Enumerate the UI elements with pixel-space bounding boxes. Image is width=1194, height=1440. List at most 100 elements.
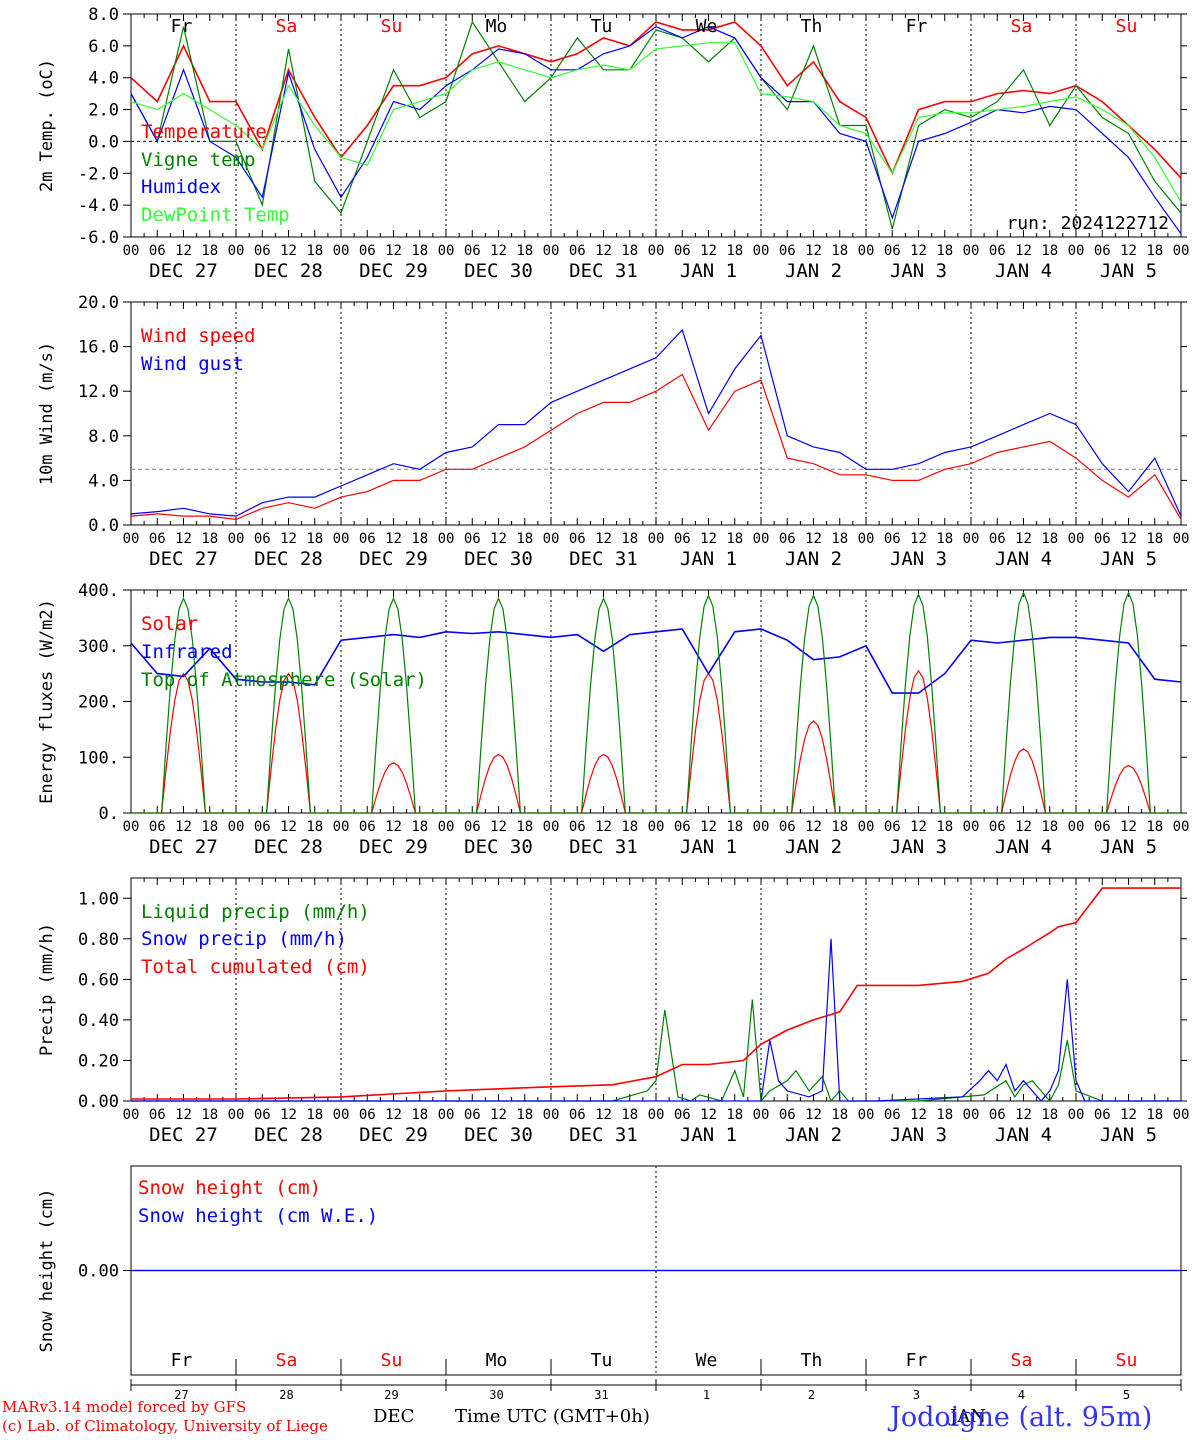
hour-label: 12 (385, 243, 402, 259)
series-line-dewpoint-temp (130, 42, 1182, 203)
hour-label: 18 (411, 819, 428, 835)
date-label: JAN 3 (890, 260, 947, 282)
hour-label: 06 (149, 243, 166, 259)
y-tick-label: -2.0 (78, 164, 119, 184)
hour-label: 00 (123, 531, 140, 547)
time-axis-label: Time UTC (GMT+0h) (455, 1406, 650, 1427)
hour-label: 00 (438, 531, 455, 547)
hour-label: 18 (516, 819, 533, 835)
date-label: DEC 28 (254, 548, 323, 570)
date-label: JAN 3 (890, 836, 947, 858)
date-label: DEC 28 (254, 836, 323, 858)
day-number-label: 4 (1018, 1388, 1025, 1402)
hour-label: 18 (726, 1107, 743, 1123)
hour-label: 12 (910, 1107, 927, 1123)
hour-label: 18 (1041, 243, 1058, 259)
hour-label: 12 (385, 1107, 402, 1123)
hour-label: 18 (621, 819, 638, 835)
hour-label: 18 (306, 531, 323, 547)
y-tick-label: 0.80 (78, 930, 119, 950)
hour-label: 12 (490, 531, 507, 547)
hour-label: 00 (753, 531, 770, 547)
hour-label: 06 (569, 531, 586, 547)
legend-entry: DewPoint Temp (141, 204, 290, 226)
weekday-label: Th (801, 1350, 823, 1371)
hour-label: 00 (333, 1107, 350, 1123)
hour-label: 06 (254, 1107, 271, 1123)
day-number-label: 29 (384, 1388, 398, 1402)
hour-label: 12 (1120, 819, 1137, 835)
panel-4 (123, 877, 1187, 1103)
weekday-label: Tu (591, 16, 613, 37)
series-line-top-of-atmosphere-solar- (131, 591, 1181, 814)
weekday-label: Fr (906, 16, 928, 37)
hour-label: 00 (1173, 243, 1190, 259)
weekday-label: Su (1116, 1350, 1138, 1371)
day-number-label: 1 (703, 1388, 710, 1402)
hour-label: 18 (201, 243, 218, 259)
hour-label: 00 (858, 531, 875, 547)
date-label: JAN 4 (995, 836, 1052, 858)
hour-label: 00 (963, 531, 980, 547)
hour-label: 06 (1094, 819, 1111, 835)
weekday-label: Tu (591, 1350, 613, 1371)
hour-label: 06 (569, 243, 586, 259)
y-tick-label: 12.0 (78, 382, 119, 402)
date-label: JAN 5 (1100, 836, 1157, 858)
hour-label: 06 (884, 531, 901, 547)
date-label: DEC 27 (149, 836, 218, 858)
hour-label: 06 (989, 1107, 1006, 1123)
hour-label: 18 (516, 243, 533, 259)
hour-label: 00 (753, 243, 770, 259)
hour-label: 12 (700, 243, 717, 259)
station-label: Jodoigne (alt. 95m) (890, 1402, 1153, 1433)
y-tick-label: 4.0 (88, 69, 119, 89)
hour-label: 18 (1146, 1107, 1163, 1123)
hour-label: 12 (700, 1107, 717, 1123)
hour-label: 18 (516, 1107, 533, 1123)
date-label: JAN 2 (785, 836, 842, 858)
hour-label: 00 (228, 1107, 245, 1123)
weekday-label: We (696, 16, 718, 37)
hour-label: 18 (201, 1107, 218, 1123)
date-label: JAN 1 (680, 1124, 737, 1146)
hour-label: 00 (858, 1107, 875, 1123)
legend-entry: Total cumulated (cm) (141, 956, 370, 978)
y-tick-label: 8.0 (88, 427, 119, 447)
hour-label: 00 (1068, 531, 1085, 547)
legend-entry: Snow precip (mm/h) (141, 928, 347, 950)
day-number-label: 5 (1123, 1388, 1130, 1402)
hour-label: 18 (726, 243, 743, 259)
date-label: DEC 29 (359, 836, 428, 858)
y-tick-label: 2.0 (88, 101, 119, 121)
hour-label: 18 (516, 531, 533, 547)
hour-label: 12 (910, 243, 927, 259)
hour-label: 12 (805, 819, 822, 835)
y-tick-label: 0.60 (78, 970, 119, 990)
hour-label: 00 (753, 1107, 770, 1123)
hour-label: 00 (333, 819, 350, 835)
weekday-label: Su (1116, 16, 1138, 37)
hour-label: 06 (1094, 243, 1111, 259)
weekday-label: Th (801, 16, 823, 37)
hour-label: 18 (411, 1107, 428, 1123)
month-label-jan: JAN (950, 1406, 986, 1427)
weekday-label: We (696, 1350, 718, 1371)
hour-label: 06 (359, 243, 376, 259)
lab-credit: (c) Lab. of Climatology, University of L… (2, 1417, 328, 1435)
day-number-label: 2 (808, 1388, 815, 1402)
hour-label: 18 (306, 1107, 323, 1123)
hour-label: 18 (621, 531, 638, 547)
date-label: JAN 4 (995, 260, 1052, 282)
hour-label: 12 (910, 819, 927, 835)
legend-entry: Wind speed (141, 325, 255, 347)
y-tick-label: 0.40 (78, 1011, 119, 1031)
hour-label: 06 (464, 243, 481, 259)
hour-label: 18 (831, 819, 848, 835)
panel-5 (123, 1165, 1187, 1391)
hour-label: 12 (805, 1107, 822, 1123)
hour-label: 00 (1068, 819, 1085, 835)
hour-label: 00 (963, 819, 980, 835)
day-number-label: 31 (594, 1388, 608, 1402)
weekday-label: Fr (906, 1350, 928, 1371)
